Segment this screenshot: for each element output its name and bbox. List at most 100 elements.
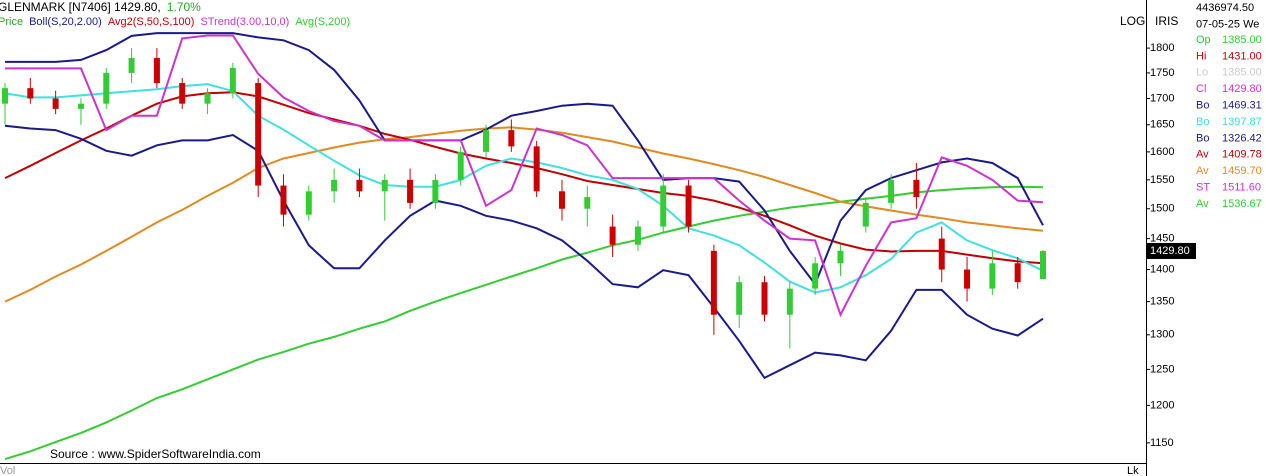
readout-value: 1459.70: [1222, 165, 1262, 177]
candle-body: [128, 57, 135, 73]
indicator-legend: Avg(S,200): [295, 16, 350, 28]
candle-body: [862, 202, 869, 227]
indicator-legend: Price: [0, 16, 23, 28]
candle-body: [457, 151, 464, 180]
readout-label: ST: [1196, 182, 1210, 194]
candle-body: [964, 269, 971, 289]
indicator-line: [4, 124, 1044, 380]
y-tick-label: 1600: [1150, 146, 1174, 158]
y-tick-label: 1650: [1150, 119, 1174, 131]
readout-label: Lo: [1196, 67, 1208, 79]
candle-body: [786, 288, 793, 315]
candle-body: [710, 250, 717, 315]
candle-body: [280, 185, 287, 215]
candle-body: [52, 98, 59, 109]
readout-label: Bo: [1196, 116, 1209, 128]
candle-body: [989, 263, 996, 289]
corner-label: Lk: [1127, 465, 1139, 476]
candle-body: [1040, 250, 1046, 280]
chart-title: GLENMARK [N7406] 1429.80,: [0, 0, 161, 14]
y-tick-label: 1350: [1150, 295, 1174, 307]
indicator-line: [4, 91, 1044, 265]
y-tick-label: 1450: [1150, 233, 1174, 245]
candle-body: [837, 250, 844, 264]
candle-body: [533, 146, 540, 192]
candle-body: [103, 72, 110, 104]
y-tick-label: 1500: [1150, 203, 1174, 215]
y-tick-label: 1150: [1150, 437, 1174, 449]
candle-body: [888, 179, 895, 203]
y-tick-label: 1700: [1150, 92, 1174, 104]
candle-body: [27, 88, 34, 99]
candle-body: [660, 185, 667, 227]
readout-label: Av: [1196, 198, 1209, 210]
candle-body: [1014, 263, 1021, 283]
candle-body: [812, 263, 819, 289]
readout-value: 1385.00: [1222, 34, 1262, 46]
last-price-tag: [1147, 242, 1196, 259]
indicator-legend: Boll(S,20,2.00): [29, 16, 102, 28]
candle-body: [508, 130, 515, 147]
candle-body: [2, 88, 8, 104]
last-price-label: 1429.80: [1150, 245, 1190, 257]
readout-value: 1469.31: [1222, 100, 1262, 112]
candle-body: [331, 179, 338, 192]
readout-value: 1326.42: [1222, 132, 1262, 144]
y-tick-label: 1400: [1150, 263, 1174, 275]
y-tick-label: 1800: [1150, 42, 1174, 54]
candle-body: [913, 179, 920, 198]
candle-body: [179, 83, 186, 104]
candle-body: [204, 93, 211, 104]
candle-body: [609, 226, 616, 245]
candle-body: [77, 103, 84, 109]
source-label: Source : www.SpiderSoftwareIndia.com: [50, 447, 261, 461]
candle-body: [558, 191, 565, 209]
readout-label: Av: [1196, 165, 1209, 177]
readout-label: Bo: [1196, 100, 1209, 112]
change-percent: 1.70%: [167, 0, 201, 14]
volume-label: Vol: [0, 465, 15, 476]
candle-body: [407, 179, 414, 203]
readout-value: 1429.80: [1222, 83, 1262, 95]
chart-style-label: IRIS: [1155, 14, 1178, 28]
candle-body: [736, 282, 743, 315]
readout-value: 1536.67: [1222, 198, 1262, 210]
indicator-line: [4, 126, 1044, 303]
readout-label: Bo: [1196, 132, 1209, 144]
candle-body: [305, 191, 312, 215]
candle-body: [634, 226, 641, 245]
readout-value: 1511.60: [1222, 182, 1261, 194]
indicator-line: [5, 34, 1044, 318]
readout-value: 1385.00: [1222, 67, 1262, 79]
candle-body: [381, 179, 388, 192]
candle-body: [483, 130, 490, 152]
readout-label: Cl: [1196, 83, 1206, 95]
y-tick-label: 1750: [1150, 67, 1174, 79]
y-tick-label: 1200: [1150, 399, 1174, 411]
y-tick-label: 1300: [1150, 329, 1174, 341]
readout-value: 1409.78: [1222, 149, 1262, 161]
candle-body: [255, 83, 262, 186]
readout-value: 1397.87: [1222, 116, 1262, 128]
indicator-line: [5, 32, 1044, 287]
candle-body: [153, 57, 160, 84]
candle-body: [685, 185, 692, 227]
y-tick-label: 1550: [1150, 174, 1174, 186]
candle-body: [432, 179, 439, 203]
candle-body: [761, 282, 768, 315]
indicator-legend: STrend(3.00,10,0): [200, 16, 289, 28]
readout-header: 07-05-25 We: [1196, 18, 1259, 30]
readout-label: Hi: [1196, 50, 1206, 62]
indicator-line: [4, 185, 1044, 461]
indicator-legend: Avg2(S,50,S,100): [108, 16, 195, 28]
candle-body: [356, 179, 363, 192]
readout-header: 4436974.50: [1196, 2, 1254, 14]
scale-label: LOG: [1120, 14, 1145, 28]
candle-body: [584, 197, 591, 209]
readout-value: 1431.00: [1222, 50, 1262, 62]
candle-body: [938, 238, 945, 270]
readout-label: Av: [1196, 149, 1209, 161]
y-tick-label: 1250: [1150, 363, 1174, 375]
